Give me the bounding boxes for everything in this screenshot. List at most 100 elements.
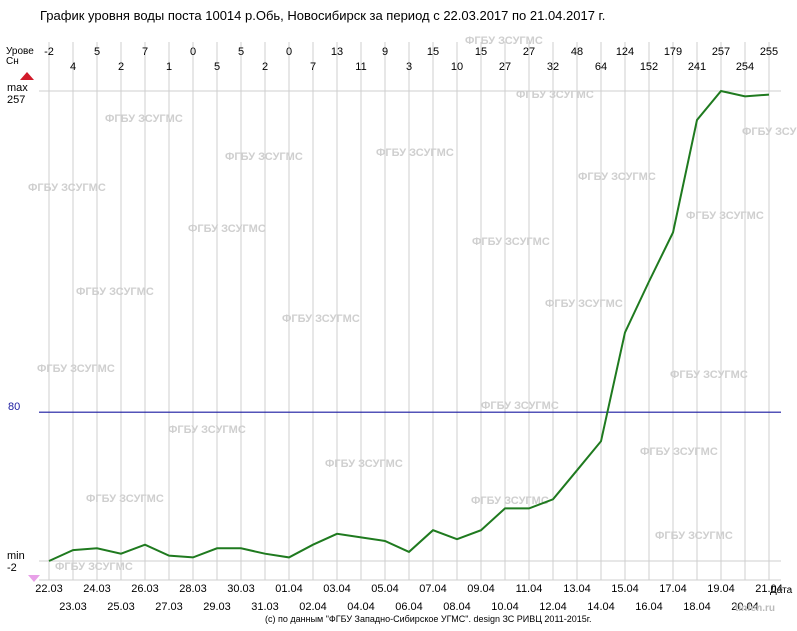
watermark: ФГБУ ЗСУГМС: [37, 363, 115, 375]
x-tick-label: 02.04: [299, 601, 327, 613]
daily-value-label: 152: [640, 61, 658, 73]
x-tick-label: 06.04: [395, 601, 423, 613]
daily-value-label: 0: [286, 46, 292, 58]
series-line: [48, 89, 770, 562]
daily-value-label: 5: [238, 46, 244, 58]
daily-value-label: 9: [382, 46, 388, 58]
watermark: ФГБУ ЗСУГМС: [578, 171, 656, 183]
min-label: min: [7, 550, 25, 562]
daily-value-label: -2: [44, 46, 54, 58]
daily-value-label: 2: [262, 61, 268, 73]
watermark: ФГБУ ЗСУГМС: [76, 286, 154, 298]
daily-value-label: 254: [736, 61, 754, 73]
x-tick-label: 29.03: [203, 601, 231, 613]
watermark: ФГБУ ЗСУГМС: [28, 182, 106, 194]
x-tick-label: 31.03: [251, 601, 279, 613]
watermark: ФГБУ ЗСУГМС: [225, 151, 303, 163]
daily-value-label: 13: [331, 46, 343, 58]
daily-value-label: 2: [118, 61, 124, 73]
daily-value-label: 241: [688, 61, 706, 73]
x-tick-label: 04.04: [347, 601, 375, 613]
daily-value-label: 5: [94, 46, 100, 58]
daily-value-label: 32: [547, 61, 559, 73]
watermark: ФГБУ ЗСУГМС: [376, 147, 454, 159]
x-tick-label: 14.04: [587, 601, 615, 613]
x-tick-label: 03.04: [323, 583, 351, 595]
x-tick-label: 10.04: [491, 601, 519, 613]
x-tick-label: 28.03: [179, 583, 207, 595]
daily-value-label: 11: [355, 61, 366, 73]
daily-value-label: 4: [70, 61, 76, 73]
daily-value-label: 5: [214, 61, 220, 73]
watermark: ФГБУ ЗСУГМС: [670, 369, 748, 381]
x-tick-label: 20.04: [731, 601, 759, 613]
daily-value-label: 27: [523, 46, 535, 58]
watermark: ФГБУ ЗСУГМС: [105, 113, 183, 125]
x-tick-label: 09.04: [467, 583, 495, 595]
x-tick-label: 01.04: [275, 583, 303, 595]
watermark: ФГБУ ЗСУГМС: [481, 400, 559, 412]
daily-value-label: 255: [760, 46, 778, 58]
watermark: ФГБУ ЗСУГМС: [545, 298, 623, 310]
x-tick-labels: 22.03 23.03 24.03 25.03 26.03 27.03 28.03 29.03…: [35, 583, 783, 613]
daily-value-label: 124: [616, 46, 634, 58]
daily-value-label: 179: [664, 46, 682, 58]
x-tick-label: 25.03: [107, 601, 135, 613]
daily-value-label: 1: [166, 61, 172, 73]
daily-value-label: 27: [499, 61, 511, 73]
x-tick-label: 27.03: [155, 601, 183, 613]
watermark: ФГБУ ЗСУГМС: [325, 458, 403, 470]
chart-title: График уровня воды поста 10014 р.Обь, Но…: [40, 8, 605, 23]
watermarks: ФГБУ ЗСУГМС ФГБУ ЗСУГМС ФГБУ ЗСУГМС ФГБУ ЗС…: [28, 35, 797, 573]
watermark: ФГБУ ЗСУГМС: [282, 313, 360, 325]
x-tick-label: 15.04: [611, 583, 639, 595]
x-tick-label: 07.04: [419, 583, 447, 595]
watermark: ФГБУ ЗСУГМС: [465, 35, 543, 47]
daily-value-label: 10: [451, 61, 463, 73]
watermark: ФГБУ ЗСУГМС: [655, 530, 733, 542]
daily-value-label: 15: [427, 46, 439, 58]
daily-value-label: 64: [595, 61, 607, 73]
x-tick-label: 22.03: [35, 583, 63, 595]
watermark: ФГБУ ЗСУГМС: [640, 446, 718, 458]
watermark: ФГБУ ЗСУГМС: [686, 210, 764, 222]
watermark: ФГБУ ЗСУГМС: [472, 236, 550, 248]
grid: [39, 42, 781, 581]
daily-value-label: 257: [712, 46, 730, 58]
x-axis-header: Дата: [770, 585, 793, 596]
x-tick-label: 12.04: [539, 601, 567, 613]
watermark: ФГБУ ЗСУГМС: [168, 424, 246, 436]
daily-value-label: 7: [310, 61, 316, 73]
watermark: ФГБУ ЗСУГМС: [188, 223, 266, 235]
x-tick-label: 23.03: [59, 601, 87, 613]
x-tick-label: 11.04: [516, 583, 543, 595]
x-tick-label: 30.03: [227, 583, 255, 595]
x-tick-label: 16.04: [635, 601, 663, 613]
x-tick-label: 08.04: [443, 601, 471, 613]
x-tick-label: 13.04: [563, 583, 591, 595]
x-tick-label: 17.04: [659, 583, 687, 595]
watermark: ФГБУ ЗСУГМС: [55, 561, 133, 573]
daily-value-label: 48: [571, 46, 583, 58]
max-value: 257: [7, 94, 25, 106]
daily-value-label: 3: [406, 61, 412, 73]
max-marker: [20, 72, 34, 80]
x-tick-label: 18.04: [683, 601, 711, 613]
x-tick-label: 24.03: [83, 583, 111, 595]
site-mark: tinfen.ru: [735, 603, 775, 614]
x-tick-label: 05.04: [371, 583, 399, 595]
y-header-line1: Урове: [6, 46, 34, 57]
x-tick-label: 19.04: [707, 583, 735, 595]
watermark: ФГБУ ЗСУГМС: [86, 493, 164, 505]
reference-label: 80: [8, 401, 20, 413]
top-value-labels: -245271055207131193151015272732486412415…: [44, 46, 778, 73]
footer-credit: (c) по данным "ФГБУ Западно-Сибирское УГ…: [265, 614, 592, 624]
daily-value-label: 15: [475, 46, 487, 58]
max-label: max: [7, 82, 28, 94]
x-tick-label: 26.03: [131, 583, 159, 595]
watermark: ФГБУ ЗСУГМС: [516, 89, 594, 101]
min-marker: [28, 575, 40, 582]
daily-value-label: 0: [190, 46, 196, 58]
x-tick-label: 21.04: [755, 583, 783, 595]
